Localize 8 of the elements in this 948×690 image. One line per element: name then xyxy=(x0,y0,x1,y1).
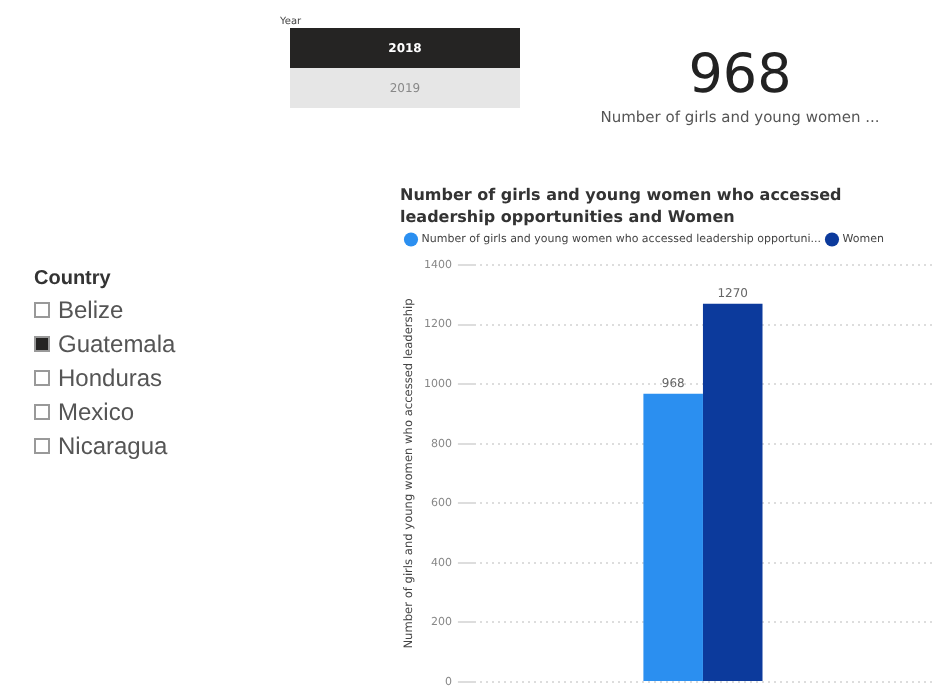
category-label: Mexico xyxy=(58,397,135,425)
text: 968 xyxy=(686,44,794,108)
chart-title: Number of girls and young women who accessed leadership opportunities and Women xyxy=(400,184,844,228)
category-label: Nicaragua xyxy=(58,431,168,459)
category-label: Guatemala xyxy=(58,329,176,357)
text: Country xyxy=(34,268,113,290)
category-label: Belize xyxy=(58,295,124,323)
category-label: Honduras xyxy=(58,363,163,391)
